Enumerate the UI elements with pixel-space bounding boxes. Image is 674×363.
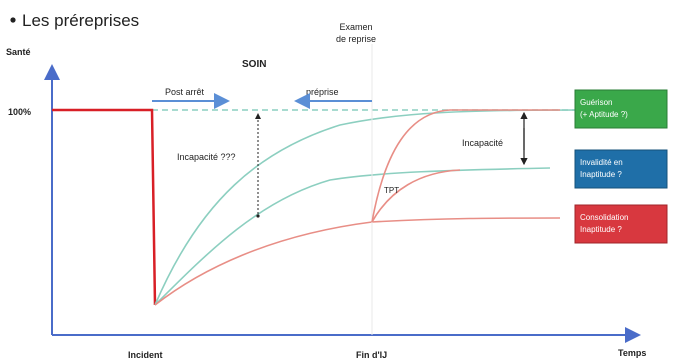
slide-title: Les préreprises <box>22 11 139 30</box>
y-tick-100: 100% <box>8 107 31 117</box>
curve-tpt-guerison <box>371 109 560 223</box>
legend-consolidation-line2: Inaptitude ? <box>580 225 622 234</box>
health-drop-line <box>52 108 157 306</box>
curve-invalidite <box>154 167 551 306</box>
title-bullet <box>10 17 16 23</box>
prereprise-label: préprise <box>306 87 339 97</box>
curve-guerison <box>154 109 581 306</box>
legend-box-invalidite: Invalidité en Inaptitude ? <box>574 149 668 189</box>
y-axis-label: Santé <box>6 47 31 57</box>
legend-box-guerison: Guérison (+ Aptitude ?) <box>574 89 668 129</box>
legend-consolidation-line1: Consolidation <box>580 213 628 222</box>
tpt-label: TPT <box>384 186 399 195</box>
incapacite-qqq-label: Incapacité ??? <box>177 152 236 162</box>
incapacite-label: Incapacité <box>462 138 503 148</box>
curve-consolidation <box>154 217 561 306</box>
legend-guerison-line2: (+ Aptitude ?) <box>580 110 628 119</box>
incapacite-qqq-dot <box>256 214 260 218</box>
x-tick-fin-ij: Fin d'IJ <box>356 350 387 360</box>
examen-label-2: de reprise <box>336 34 376 44</box>
legend-invalidite-line1: Invalidité en <box>580 158 623 167</box>
soin-label: SOIN <box>242 59 266 70</box>
legend-guerison-line1: Guérison <box>580 98 612 107</box>
legend-invalidite-line2: Inaptitude ? <box>580 170 622 179</box>
x-axis-label: Temps <box>618 348 646 358</box>
post-arret-label: Post arrêt <box>165 87 205 97</box>
examen-label-1: Examen <box>339 22 372 32</box>
curve-tpt-invalidite <box>371 169 461 223</box>
legend-box-consolidation: Consolidation Inaptitude ? <box>574 204 668 244</box>
x-tick-incident: Incident <box>128 350 163 360</box>
